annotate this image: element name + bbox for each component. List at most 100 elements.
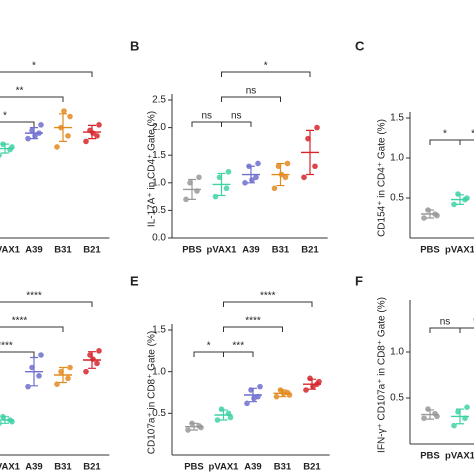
significance-label: ns [440, 317, 451, 328]
significance-label: ns [246, 86, 257, 97]
sd-bar [190, 422, 198, 431]
y-tick-label: 1.0 [152, 177, 166, 188]
sd-bar [306, 129, 314, 176]
significance-bracket [0, 71, 93, 77]
data-point [54, 144, 60, 150]
significance-bracket [429, 327, 461, 333]
data-point [65, 375, 71, 382]
data-point [312, 163, 318, 170]
x-tick-label: B31 [274, 462, 292, 473]
x-tick-label: PBS [184, 462, 204, 473]
data-point [183, 196, 189, 203]
data-point [90, 356, 96, 362]
data-point [83, 368, 89, 375]
sd-bar [276, 162, 285, 187]
significance-label: **** [12, 316, 28, 327]
data-point [96, 122, 102, 128]
data-point [83, 138, 89, 145]
sd-bar [1, 143, 9, 154]
significance-bracket [459, 139, 474, 145]
panel-letter: C [355, 38, 365, 53]
data-point [94, 360, 100, 367]
sd-bar [88, 351, 96, 369]
significance-bracket [221, 96, 281, 102]
y-tick-label: 1.5 [152, 325, 166, 336]
data-point [67, 113, 73, 120]
panel-letter: B [130, 38, 139, 53]
significance-bracket [0, 96, 64, 102]
x-tick-label: pVAX1 [445, 245, 474, 256]
significance-label: ** [471, 129, 474, 140]
data-point [90, 130, 96, 136]
sd-bar [249, 387, 257, 403]
y-axis-label: IL-17A⁺ in CD4⁺ Gate (%) [147, 111, 158, 227]
y-axis-label: IFN-γ⁺ CD107a⁺ in CD8⁺ Gate (%) [377, 297, 388, 453]
data-point [249, 177, 255, 183]
y-tick-label: 1.0 [390, 347, 404, 358]
significance-label: **** [260, 291, 276, 302]
y-tick-label: 0.5 [152, 205, 166, 216]
data-point [301, 174, 307, 181]
data-point [65, 133, 71, 139]
data-point [421, 215, 427, 221]
y-tick-label: 1.0 [152, 366, 166, 377]
panel: F IFN-γ⁺ CD107a⁺ in CD8⁺ Gate (%) 0.5 1.0 PB… [355, 273, 474, 462]
significance-label: * [264, 61, 268, 72]
x-tick-label: pVAX1 [0, 245, 21, 256]
sd-bar [278, 389, 287, 398]
significance-bracket [223, 326, 283, 332]
data-point [242, 180, 248, 186]
data-point [225, 168, 232, 175]
sd-bar [30, 356, 38, 387]
sd-bar [217, 172, 226, 197]
data-point [185, 427, 191, 433]
significance-label: * [32, 61, 36, 72]
data-point [87, 352, 93, 358]
data-point [212, 193, 219, 200]
panel: E CD107a⁺ in CD8⁺ Gate (%)0.5 1.0 1.5 PBS pVA… [130, 273, 330, 473]
y-tick-label: 1.0 [390, 153, 404, 164]
data-point [303, 387, 309, 393]
sd-bar [1, 416, 9, 424]
data-point [271, 185, 278, 192]
data-point [196, 174, 202, 181]
x-tick-label: B31 [54, 245, 72, 256]
x-tick-label: B21 [303, 462, 321, 473]
x-tick-label: B21 [83, 462, 101, 473]
sd-bar [456, 408, 464, 425]
significance-bracket [223, 301, 313, 307]
data-point [38, 122, 44, 128]
data-point [198, 424, 204, 431]
x-tick-label: PBS [420, 245, 440, 256]
significance-label: * [3, 111, 7, 122]
x-tick-label: pVAX1 [209, 462, 240, 473]
data-point [464, 404, 470, 411]
y-tick-label: 0.5 [390, 193, 404, 204]
data-point [227, 414, 234, 421]
data-point [32, 133, 38, 139]
x-tick-label: B31 [272, 245, 290, 256]
significance-label: ns [231, 111, 242, 122]
panel-letter: E [130, 273, 139, 288]
panel-letter: F [355, 273, 363, 288]
data-point [257, 383, 263, 390]
data-point [314, 124, 320, 131]
y-tick-label: 0.5 [152, 408, 166, 419]
significance-label: ns [201, 111, 212, 122]
data-point [61, 108, 67, 114]
sd-bar [308, 378, 316, 390]
data-point [451, 422, 457, 429]
x-tick-label: A39 [25, 462, 42, 473]
data-point [96, 348, 102, 354]
x-tick-label: pVAX1 [445, 451, 474, 462]
data-point [54, 381, 60, 387]
panel: C CD154⁺ in CD4⁺ Gate (%) 0.5 1.0 1.5 PBS pVAX… [355, 38, 474, 256]
data-point [284, 160, 291, 167]
significance-label: * [207, 341, 211, 352]
data-point [223, 185, 230, 192]
significance-bracket [221, 71, 311, 77]
x-tick-label: B21 [83, 245, 101, 256]
x-tick-label: A39 [25, 245, 42, 256]
data-point [251, 395, 257, 402]
significance-label: **** [245, 316, 261, 327]
